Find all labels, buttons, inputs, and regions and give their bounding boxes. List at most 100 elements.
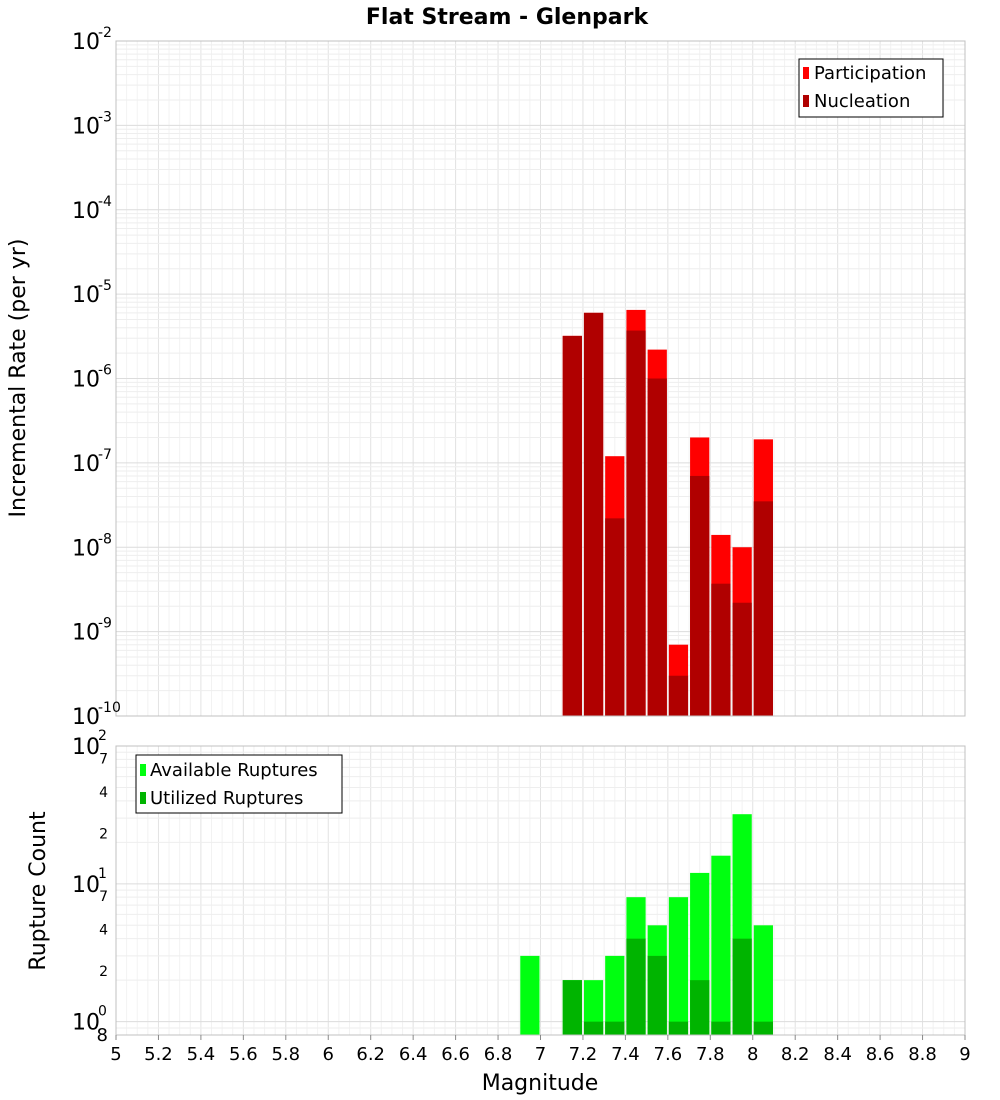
y-tick-base: 10 (72, 452, 100, 477)
y-minor-tick: 4 (99, 785, 108, 801)
y-tick-exponent: 0 (98, 1004, 107, 1020)
x-tick-label: 7.8 (696, 1044, 725, 1065)
bar-utilized-ruptures (583, 1021, 604, 1035)
legend-swatch (803, 67, 809, 79)
x-tick-label: 8.2 (781, 1044, 810, 1065)
y-tick-base: 10 (72, 199, 100, 224)
x-tick-label: 8.4 (823, 1044, 852, 1065)
y-tick-exponent: -4 (98, 194, 112, 210)
bar-nucleation (668, 675, 689, 716)
legend-label: Nucleation (814, 91, 910, 112)
y-axis-label-rate: Incremental Rate (per yr) (6, 239, 31, 518)
bar-utilized-ruptures (668, 1021, 689, 1035)
y-minor-tick: 8 (97, 1025, 108, 1046)
y-tick-exponent: 2 (98, 728, 107, 744)
bar-available-ruptures (520, 955, 540, 1035)
bars (562, 309, 773, 716)
x-tick-label: 7.4 (611, 1044, 640, 1065)
legend-box (135, 754, 343, 814)
x-tick-label: 7 (535, 1044, 546, 1065)
y-tick-base: 10 (72, 114, 100, 139)
x-tick-label: 8.8 (908, 1044, 937, 1065)
x-tick-label: 6.8 (484, 1044, 513, 1065)
bar-nucleation (605, 518, 625, 716)
bar-nucleation (690, 475, 710, 716)
x-tick-label: 6.2 (356, 1044, 385, 1065)
legend-count: Available Ruptures Utilized Ruptures (135, 754, 343, 814)
chart-title: Flat Stream - Glenpark (366, 5, 650, 30)
bar-nucleation (583, 312, 604, 716)
x-tick-label: 5.8 (271, 1044, 300, 1065)
legend-label: Utilized Ruptures (150, 788, 303, 809)
y-tick-base: 10 (72, 873, 100, 898)
bar-available-ruptures (605, 955, 625, 1035)
bar-utilized-ruptures (732, 938, 752, 1035)
x-tick-label: 8 (747, 1044, 758, 1065)
bar-available-ruptures (753, 925, 773, 1035)
bar-available-ruptures (668, 897, 689, 1035)
gridlines (115, 41, 966, 717)
y-tick-base: 10 (72, 1011, 100, 1036)
bar-utilized-ruptures (690, 980, 710, 1035)
x-tick-label: 8.6 (866, 1044, 895, 1065)
y-axis-label-count: Rupture Count (26, 811, 51, 971)
legend-box (798, 58, 944, 118)
y-tick-exponent: -8 (98, 531, 112, 547)
legend-label: Participation (814, 63, 926, 84)
x-tick-label: 5 (110, 1044, 121, 1065)
y-minor-tick: 2 (99, 964, 108, 980)
y-tick-exponent: -6 (98, 363, 112, 379)
x-tick-label: 6.6 (441, 1044, 470, 1065)
y-tick-base: 10 (72, 621, 100, 646)
x-tick-label: 6.4 (399, 1044, 428, 1065)
bar-utilized-ruptures (605, 1021, 625, 1035)
y-tick-base: 10 (72, 705, 100, 730)
x-tick-label: 5.4 (187, 1044, 216, 1065)
plot-border (115, 40, 966, 717)
top-plot-area: 10-210-310-410-510-610-710-810-910-10Par… (72, 25, 966, 730)
y-tick-base: 10 (72, 368, 100, 393)
legend-swatch (803, 95, 809, 107)
bar-utilized-ruptures (711, 1021, 731, 1035)
y-minor-tick: 7 (99, 889, 108, 905)
bar-utilized-ruptures (647, 955, 667, 1035)
y-minor-tick: 4 (99, 923, 108, 939)
bar-nucleation (753, 501, 773, 716)
bars (520, 814, 773, 1035)
y-tick-exponent: 1 (98, 866, 107, 882)
bar-available-ruptures (583, 980, 604, 1035)
legend-label: Available Ruptures (150, 760, 318, 781)
bar-nucleation (647, 378, 667, 716)
bar-available-ruptures (711, 855, 731, 1035)
x-tick-label: 6 (323, 1044, 334, 1065)
bar-utilized-ruptures (626, 938, 646, 1035)
x-tick-label: 5.6 (229, 1044, 258, 1065)
y-tick-base: 10 (72, 283, 100, 308)
y-minor-tick: 2 (99, 826, 108, 842)
bar-utilized-ruptures (753, 1021, 773, 1035)
legend-rate: Participation Nucleation (798, 58, 944, 118)
x-tick-label: 7.6 (654, 1044, 683, 1065)
y-tick-exponent: -2 (98, 25, 112, 41)
y-tick-exponent: -7 (98, 447, 112, 463)
y-tick-exponent: -5 (98, 278, 112, 294)
x-axis-ticks: 5 5.2 5.4 5.6 5.8 6 6.2 6.4 6.6 6.8 7 7.2 7.4 7.6 7.8 8… (110, 1035, 971, 1065)
bar-nucleation (562, 335, 582, 716)
y-tick-base: 10 (72, 735, 100, 760)
bar-nucleation (711, 583, 731, 716)
legend-swatch (140, 764, 146, 776)
legend-swatch (140, 792, 146, 804)
x-tick-label: 7.2 (569, 1044, 598, 1065)
x-tick-label: 5.2 (144, 1044, 173, 1065)
y-tick-base: 10 (72, 30, 100, 55)
y-axis-ticks-rate: 10-210-310-410-510-610-710-810-910-10 (72, 25, 121, 730)
bar-utilized-ruptures (562, 980, 582, 1035)
y-minor-tick: 7 (99, 751, 108, 767)
x-axis-label: Magnitude (482, 1071, 599, 1096)
bar-nucleation (626, 330, 646, 716)
y-tick-exponent: -9 (98, 616, 112, 632)
